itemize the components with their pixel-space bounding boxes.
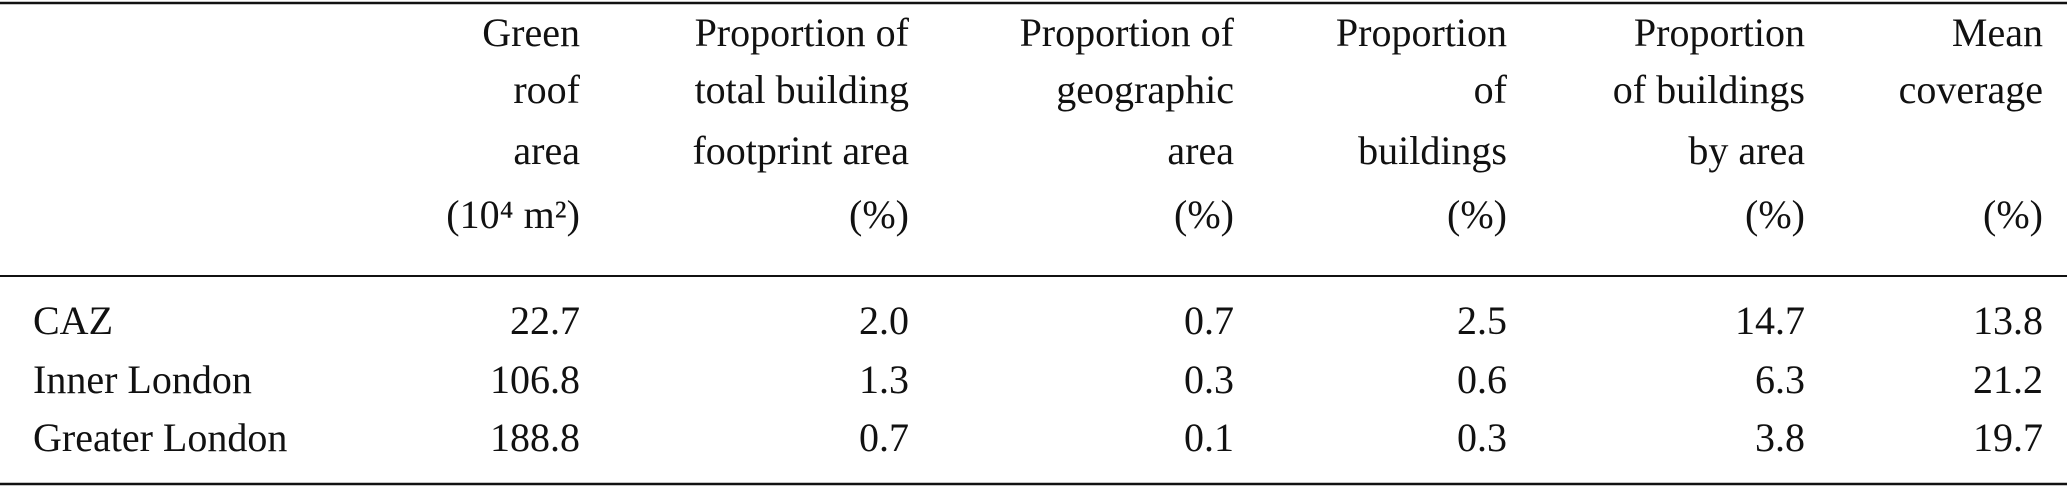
header-text: total building [695,67,909,112]
header-text: of [1474,67,1508,112]
cell: 0.7 [859,415,909,460]
header-text: of buildings [1613,67,1805,112]
cell: 3.8 [1755,415,1805,460]
header-text: area [513,128,580,173]
cell: 0.7 [1184,298,1234,343]
cell: 0.3 [1457,415,1507,460]
header-text: by area [1688,128,1805,173]
cell: 1.3 [859,357,909,402]
cell: 2.0 [859,298,909,343]
row-label: CAZ [33,298,113,343]
cell: 188.8 [490,415,580,460]
cell: 0.6 [1457,357,1507,402]
header-text: roof [513,67,580,112]
row-label: Greater London [33,415,287,460]
header-text: footprint area [692,128,909,173]
cell: 14.7 [1735,298,1805,343]
row-label: Inner London [33,357,252,402]
cell: 106.8 [490,357,580,402]
header-unit: (%) [849,192,909,237]
header-text: coverage [1899,67,2043,112]
header-text: area [1167,128,1234,173]
header-unit: (%) [1174,192,1234,237]
header-text: geographic [1056,67,1234,112]
header-text: buildings [1358,128,1507,173]
cell: 6.3 [1755,357,1805,402]
header-unit: (%) [1745,192,1805,237]
cell: 0.1 [1184,415,1234,460]
header-text: Proportion [1634,10,1805,55]
header-unit: (10⁴ m²) [446,192,580,237]
header-text: Green [482,10,580,55]
header-text: Proportion of [1020,10,1235,55]
header-text: Proportion [1336,10,1507,55]
cell: 2.5 [1457,298,1507,343]
cell: 19.7 [1973,415,2043,460]
header-text: Proportion of [695,10,910,55]
cell: 0.3 [1184,357,1234,402]
cell: 21.2 [1973,357,2043,402]
cell: 22.7 [510,298,580,343]
cell: 13.8 [1973,298,2043,343]
header-text: Mean [1952,10,2043,55]
header-unit: (%) [1983,192,2043,237]
header-unit: (%) [1447,192,1507,237]
